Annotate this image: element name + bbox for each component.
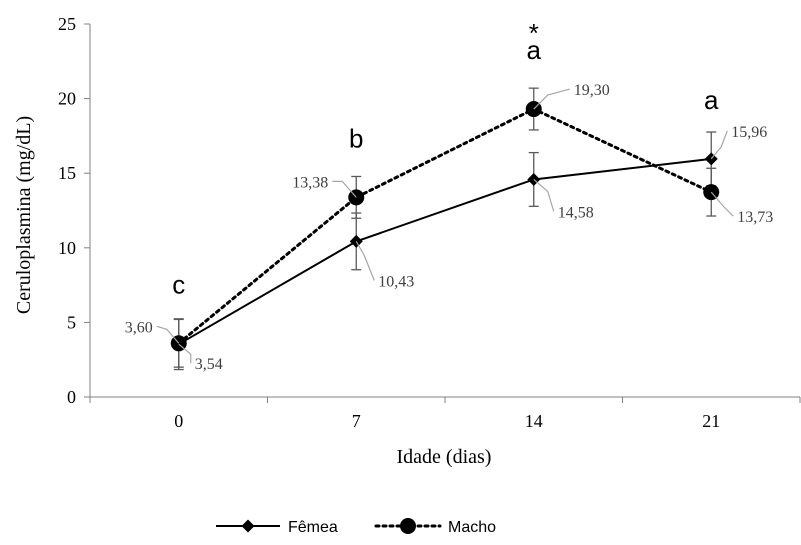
significance-letter: a (704, 85, 719, 115)
series-line (178, 157, 712, 346)
data-label: 14,58 (558, 204, 594, 221)
data-label-leader (533, 179, 555, 212)
data-label: 3,54 (195, 356, 223, 373)
series-line (177, 107, 713, 345)
data-label: 3,60 (125, 319, 153, 336)
legend: Fêmea Macho (216, 518, 496, 536)
data-label-leader (332, 180, 357, 198)
x-tick-label: 7 (352, 411, 361, 431)
data-label-leader (533, 88, 570, 110)
data-label-leader (710, 191, 734, 217)
y-tick-label: 25 (58, 14, 76, 34)
x-axis-title: Idade (dias) (397, 446, 492, 468)
y-axis-title: Ceruloplasmina (mg/dL) (13, 116, 35, 314)
y-tick-label: 10 (58, 238, 76, 258)
significance-letter: a (527, 35, 542, 65)
legend-label: Fêmea (288, 519, 338, 536)
legend-marker (241, 519, 255, 533)
data-label: 15,96 (731, 124, 767, 141)
significance-letter: * (529, 18, 539, 48)
x-tick-label: 21 (702, 411, 720, 431)
y-tick-label: 20 (58, 89, 76, 109)
data-label: 13,38 (292, 174, 328, 191)
data-label-leader (156, 325, 180, 344)
legend-label: Macho (448, 519, 496, 536)
x-tick-label: 14 (525, 411, 543, 431)
y-tick-label: 0 (67, 387, 76, 407)
x-tick-label: 0 (174, 411, 183, 431)
data-label-leader (178, 343, 192, 364)
significance-letter: b (349, 123, 363, 153)
significance-letter: c (172, 269, 185, 299)
legend-marker (400, 518, 416, 534)
y-tick-label: 5 (67, 312, 76, 332)
y-tick-label: 15 (58, 163, 76, 183)
data-label-leader (710, 130, 728, 160)
data-label: 13,73 (737, 209, 773, 226)
plot-area: 0 5 10 15 20 25 0 7 14 21 3,54 10,43 14,58 15,96 3,60 1… (58, 14, 801, 431)
data-label: 10,43 (378, 273, 414, 290)
data-label-leader (355, 241, 375, 281)
data-label: 19,30 (574, 82, 610, 99)
